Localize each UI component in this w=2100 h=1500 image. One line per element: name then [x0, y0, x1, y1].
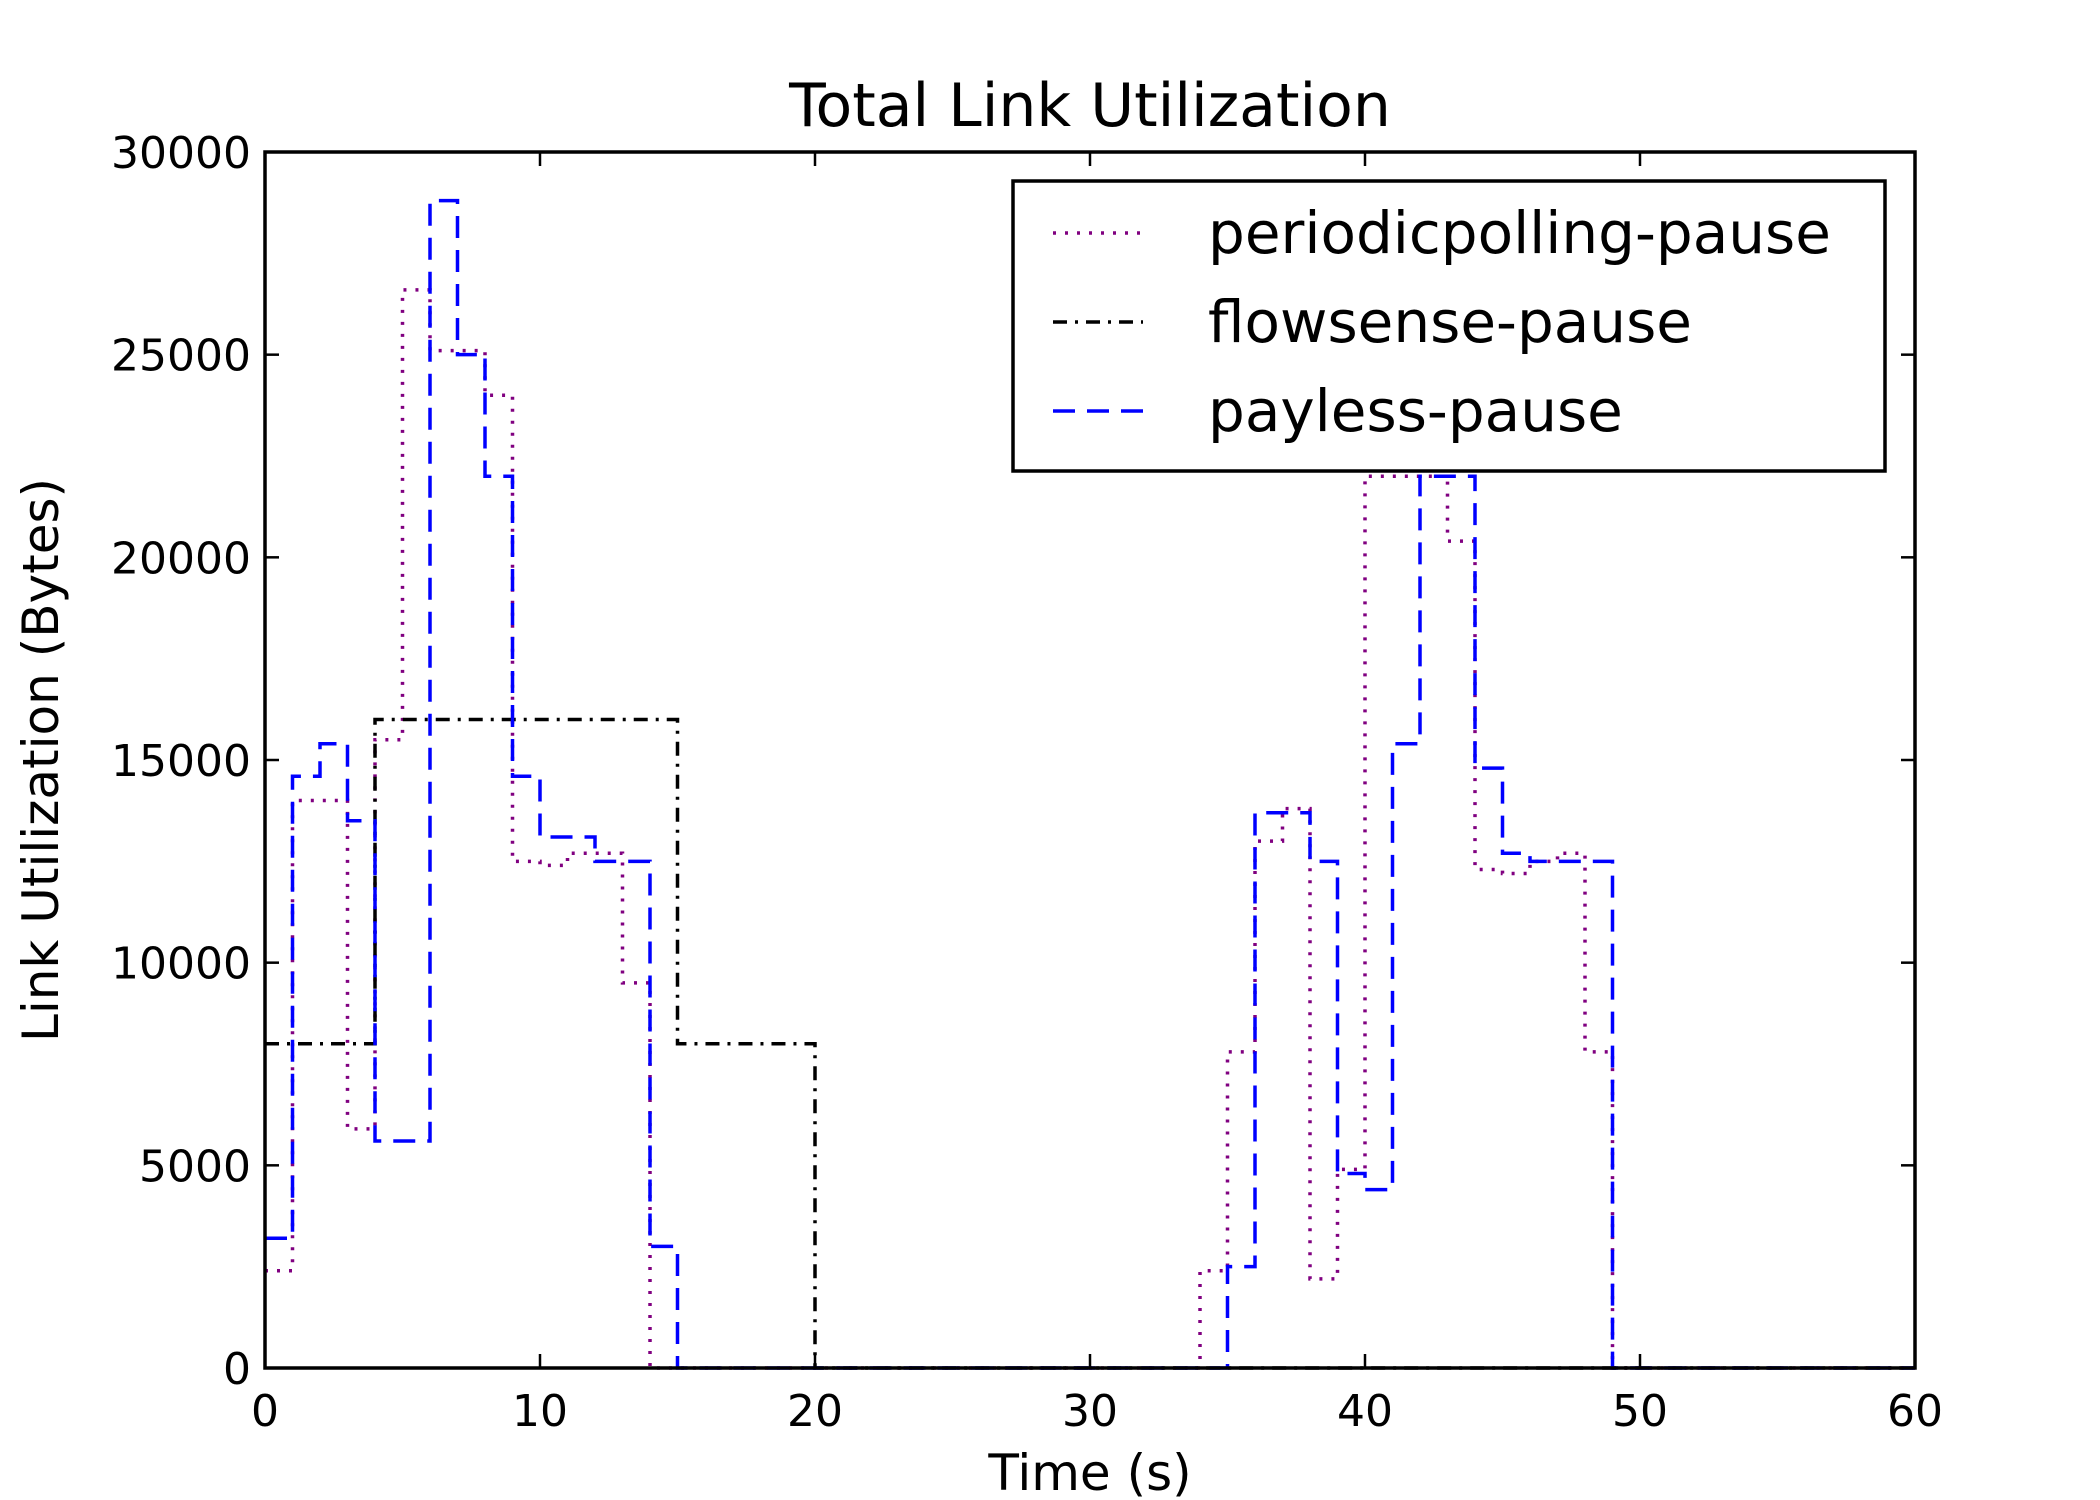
- legend-label-2: payless-pause: [1208, 377, 1623, 445]
- y-tick-label-2: 10000: [111, 939, 251, 990]
- y-tick-label-0: 0: [223, 1344, 251, 1395]
- x-tick-label-1: 10: [512, 1386, 568, 1437]
- legend-label-0: periodicpolling-pause: [1208, 199, 1831, 267]
- x-tick-label-0: 0: [251, 1386, 279, 1437]
- x-tick-label-5: 50: [1612, 1386, 1668, 1437]
- x-tick-label-4: 40: [1337, 1386, 1393, 1437]
- legend: periodicpolling-pause flowsense-pause payl…: [1011, 179, 1887, 473]
- x-tick-label-6: 60: [1887, 1386, 1943, 1437]
- x-tick-label-2: 20: [787, 1386, 843, 1437]
- series-line-1: [265, 717, 1915, 1370]
- y-tick-label-5: 25000: [111, 331, 251, 382]
- y-tick-label-6: 30000: [111, 128, 251, 179]
- y-tick-label-3: 15000: [111, 736, 251, 787]
- legend-label-1: flowsense-pause: [1208, 288, 1692, 356]
- y-tick-label-4: 20000: [111, 533, 251, 584]
- y-axis-title: Link Utilization (Bytes): [12, 478, 70, 1042]
- legend-box: [1011, 179, 1887, 473]
- axis-ticks: 0 10 20 30 40 50 60 0 5000 10000 15000 20000 25000 30…: [111, 128, 1943, 1437]
- x-axis-title: Time (s): [987, 1444, 1191, 1500]
- chart-title: Total Link Utilization: [788, 71, 1391, 141]
- y-tick-label-1: 5000: [139, 1141, 251, 1192]
- x-tick-label-3: 30: [1062, 1386, 1118, 1437]
- series-line-0: [265, 288, 1915, 1370]
